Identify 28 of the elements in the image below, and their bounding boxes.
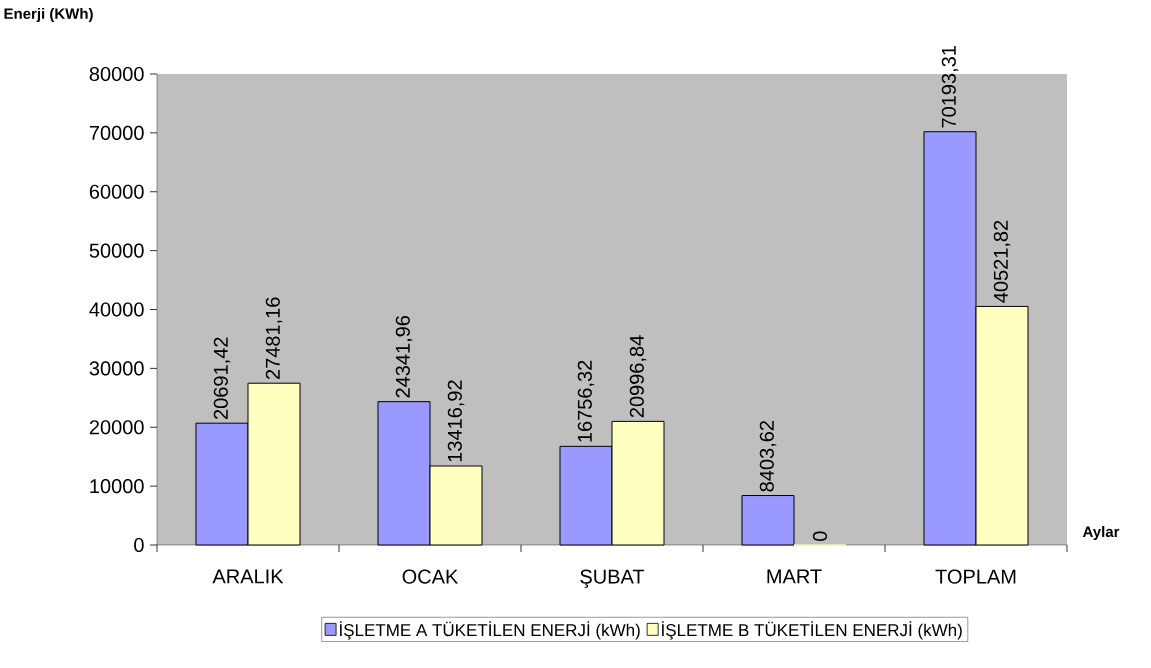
x-tick-label: ARALIK [212,569,284,584]
legend-label: İŞLETME B TÜKETİLEN ENERJİ (kWh) [662,621,962,640]
y-tick-label: 0 [134,537,144,553]
data-label: 24341,96 [395,315,413,398]
x-tick-label: OCAK [402,569,459,584]
y-tick-label: 50000 [89,243,144,258]
y-tick-label: 30000 [89,361,144,376]
y-axis-title: Enerji (KWh) [4,8,93,22]
y-tick-label: 80000 [89,66,144,82]
data-label: 13416,92 [447,380,465,462]
x-axis-title: Aylar [1082,526,1120,540]
legend-label: İŞLETME A TÜKETİLEN ENERJİ (kWh) [340,621,640,640]
x-tick-label: ŞUBAT [580,569,645,588]
data-label: 0 [812,531,828,542]
y-tick-label: 20000 [89,420,144,435]
x-tick-label: TOPLAM [935,569,1016,584]
data-label: 27481,16 [265,297,283,379]
data-label: 40521,82 [993,220,1011,303]
y-tick-label: 70000 [89,125,144,140]
data-label: 8403,62 [759,421,777,492]
y-tick-label: 40000 [89,302,144,317]
y-tick-label: 60000 [89,184,144,199]
data-label: 70193,31 [941,46,959,128]
data-label: 16756,32 [577,360,595,442]
y-tick-label: 10000 [90,479,144,494]
data-label: 20691,42 [213,337,231,419]
data-label: 20996,84 [629,335,647,418]
x-tick-label: MART [767,569,822,584]
